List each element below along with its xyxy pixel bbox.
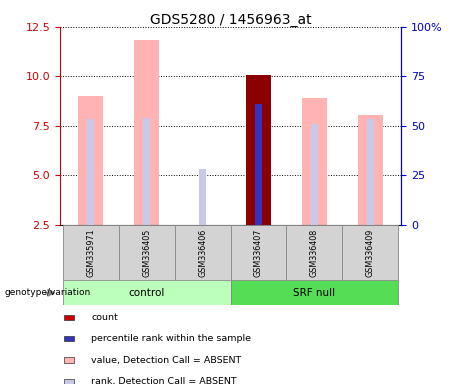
Text: value, Detection Call = ABSENT: value, Detection Call = ABSENT	[91, 356, 242, 364]
Text: GSM336408: GSM336408	[310, 228, 319, 276]
Bar	[64, 379, 74, 384]
Bar	[64, 336, 74, 341]
Bar	[64, 315, 74, 320]
Bar	[246, 75, 271, 225]
Bar	[230, 225, 286, 280]
Text: GSM336409: GSM336409	[366, 228, 375, 276]
Bar	[175, 225, 230, 280]
Bar	[255, 104, 262, 225]
Text: GDS5280 / 1456963_at: GDS5280 / 1456963_at	[150, 13, 311, 27]
Text: SRF null: SRF null	[293, 288, 336, 298]
Text: GSM336407: GSM336407	[254, 228, 263, 276]
Bar	[143, 118, 150, 225]
Bar	[302, 98, 327, 225]
Bar	[199, 169, 206, 225]
Text: GSM336405: GSM336405	[142, 228, 151, 276]
Bar	[63, 225, 118, 280]
Bar	[246, 75, 271, 225]
Bar	[63, 280, 230, 305]
Text: count: count	[91, 313, 118, 322]
Bar	[64, 358, 74, 362]
Bar	[286, 225, 343, 280]
Text: GSM335971: GSM335971	[86, 228, 95, 277]
Bar	[358, 115, 383, 225]
Text: GSM336406: GSM336406	[198, 228, 207, 276]
Bar	[230, 280, 398, 305]
Bar	[87, 119, 94, 225]
Bar	[134, 40, 159, 225]
Bar	[367, 119, 374, 225]
Text: rank, Detection Call = ABSENT: rank, Detection Call = ABSENT	[91, 377, 237, 384]
Bar	[78, 96, 103, 225]
Bar	[343, 225, 398, 280]
Bar	[118, 225, 175, 280]
Text: genotype/variation: genotype/variation	[5, 288, 91, 297]
Bar	[255, 104, 262, 225]
Bar	[311, 124, 318, 225]
Text: control: control	[129, 288, 165, 298]
Text: percentile rank within the sample: percentile rank within the sample	[91, 334, 251, 343]
